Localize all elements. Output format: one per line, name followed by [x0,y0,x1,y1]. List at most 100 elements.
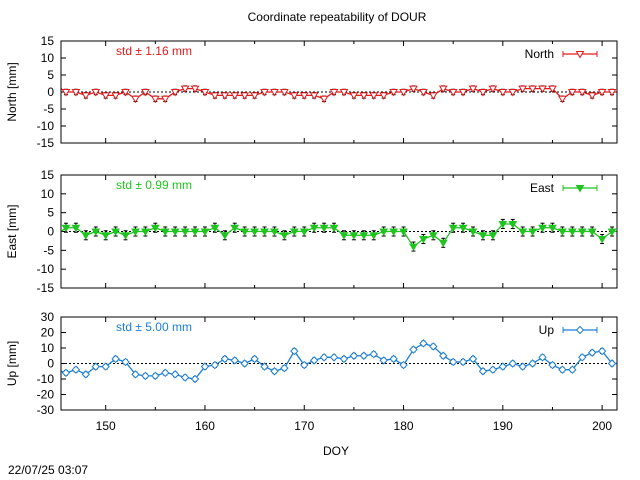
y-tick-label: 5 [47,206,54,220]
data-point [448,357,458,367]
data-point [518,85,528,94]
data-point [121,89,130,97]
y-tick-label: -10 [37,262,55,276]
data-point [428,232,438,240]
data-point [359,92,369,100]
x-tick-label: 190 [493,419,513,433]
data-point [468,85,478,94]
data-point [299,228,309,236]
panel-frame [60,174,618,289]
data-point [319,224,329,233]
y-tick-label: 20 [41,326,55,340]
data-point [101,92,111,100]
y-tick-label: 30 [41,310,55,324]
y-axis-label: Up [mm] [5,341,19,386]
data-point [260,362,269,371]
data-point [170,370,180,379]
y-tick-label: -20 [37,388,55,402]
y-tick-label: 5 [47,68,54,82]
data-point [230,356,239,365]
data-point [220,354,230,364]
y-tick-label: -10 [37,119,55,133]
data-point [548,360,557,370]
data-point [558,228,567,236]
data-point [448,224,458,233]
data-point [379,228,389,236]
data-point [597,346,607,356]
data-point [329,89,339,97]
data-point [438,85,448,94]
y-tick-label: 0 [47,225,54,239]
data-point [101,362,110,371]
data-point [399,89,408,97]
legend-label: East [530,181,555,195]
data-point [508,359,517,368]
data-point [587,348,597,357]
y-tick-label: -10 [37,372,55,386]
data-point [250,92,259,100]
data-point [518,228,528,236]
data-point [101,232,111,240]
x-tick-label: 160 [195,419,215,433]
data-point [548,224,557,233]
data-point [577,228,587,236]
data-point [329,224,339,233]
y-tick-label: -5 [43,102,54,116]
data-point [439,351,448,360]
chart-panels: 15 10 5 0 -5 -10 -15 North [mm] std ± 1.16 mm Nor… [5,34,618,433]
data-point [528,359,537,368]
data-point [180,373,190,382]
data-point [488,365,498,374]
x-axis-label: DOY [323,444,349,458]
data-point [220,92,230,100]
data-point [359,232,369,240]
data-point [200,228,210,236]
data-point [468,228,478,236]
data-point [369,232,379,240]
data-point [230,92,240,100]
data-point [587,92,597,100]
data-point [389,228,398,236]
data-point [170,228,180,236]
data-point [597,236,607,244]
data-point [578,353,587,362]
data-point [488,232,498,240]
data-point [309,92,319,100]
data-point [607,359,617,368]
data-point [131,370,140,379]
data-point [91,89,101,97]
data-point [359,351,369,360]
x-tick-label: 180 [394,419,414,433]
data-point [518,362,527,371]
legend-marker [575,51,585,59]
data-point [478,367,488,376]
data-point [240,359,249,368]
data-point [160,228,170,236]
data-point [309,224,319,233]
data-point [71,365,81,374]
data-point [339,232,349,240]
series-line [60,342,617,380]
data-point [290,346,299,356]
data-point [180,85,190,94]
data-point [478,89,488,97]
series-line [60,87,617,100]
data-point [61,224,71,233]
data-point [200,362,210,371]
data-point [71,224,81,233]
data-point [369,349,378,359]
y-tick-label: -15 [37,281,55,295]
data-point [448,89,458,97]
data-point [568,365,577,374]
y-tick-label: 15 [41,168,55,182]
data-point [150,224,160,233]
data-point [458,357,468,367]
data-point [240,92,250,100]
data-point [300,360,309,370]
data-point [339,354,349,364]
data-point [538,353,547,362]
data-point [309,356,319,365]
data-point [280,89,289,97]
timestamp: 22/07/25 03:07 [8,463,88,477]
data-point [121,357,130,367]
